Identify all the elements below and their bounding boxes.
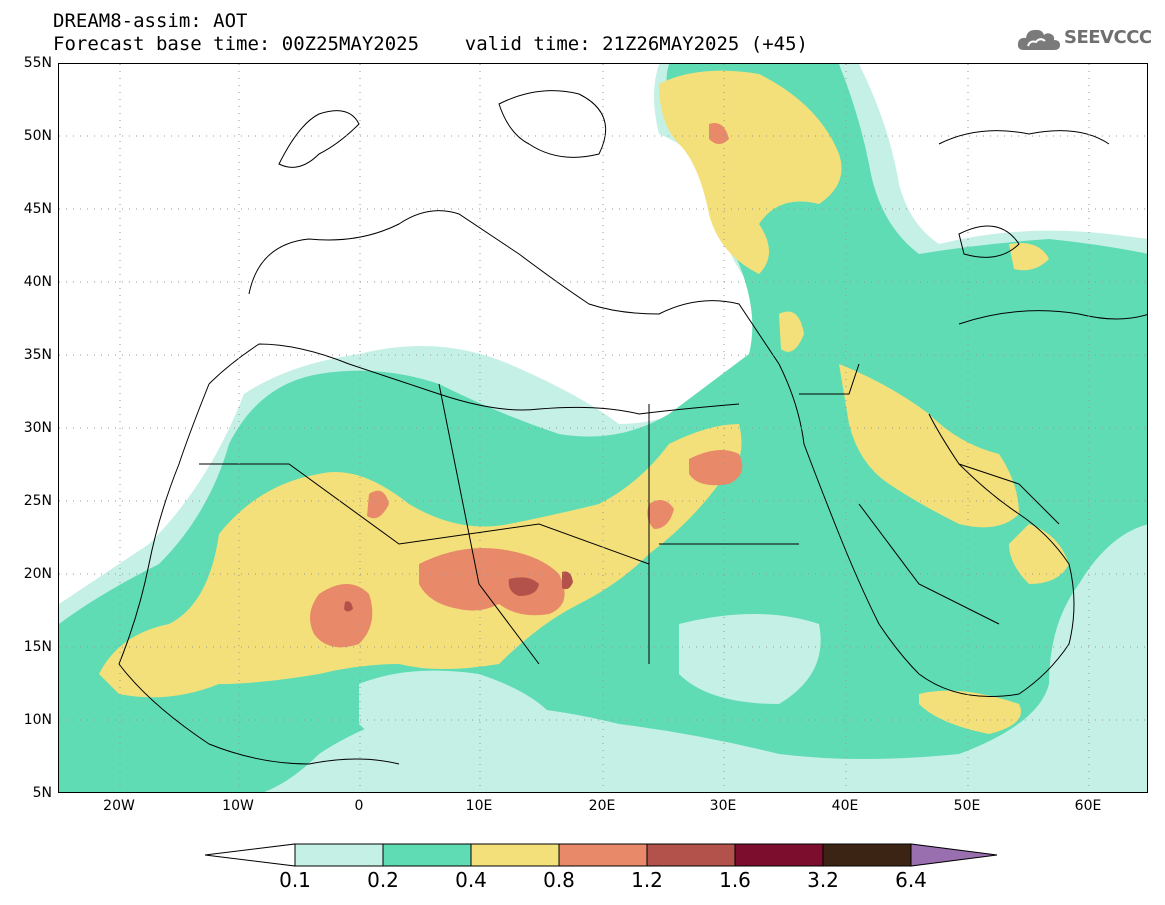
colorbar-bin [646, 843, 736, 867]
lat-label: 20N [23, 566, 52, 582]
colorbar-label: 0.8 [543, 868, 575, 892]
colorbar-label: 0.4 [455, 868, 487, 892]
lon-label: 10E [465, 798, 493, 814]
coastlines [118, 90, 1147, 765]
aot-map-canvas [59, 64, 1147, 792]
aot-level-1.2 [508, 577, 539, 596]
lat-label: 40N [23, 274, 52, 290]
lon-label: 20E [588, 798, 616, 814]
colorbar [205, 843, 998, 867]
colorbar-label: 1.6 [719, 868, 751, 892]
colorbar-bin [294, 843, 384, 867]
lon-label: 30E [709, 798, 737, 814]
lat-label: 35N [23, 347, 52, 363]
seevccc-logo: SEEVCCC [1016, 22, 1156, 58]
lat-label: 55N [23, 55, 52, 71]
gridlines [59, 64, 1147, 792]
lat-label: 50N [23, 128, 52, 144]
lon-label: 60E [1074, 798, 1102, 814]
lon-label: 20W [103, 798, 135, 814]
colorbar-bin [734, 843, 824, 867]
lon-label: 40E [831, 798, 859, 814]
lat-label: 5N [32, 785, 52, 801]
forecast-time-subtitle: Forecast base time: 00Z25MAY2025 valid t… [53, 33, 808, 55]
map-title: DREAM8-assim: AOT [53, 10, 248, 32]
logo-text: SEEVCCC [1064, 27, 1152, 48]
colorbar-label: 6.4 [895, 868, 927, 892]
lat-label: 30N [23, 420, 52, 436]
colorbar-bin [558, 843, 648, 867]
lat-label: 15N [23, 639, 52, 655]
colorbar-label: 1.2 [631, 868, 663, 892]
aot-level-0.8 [310, 584, 373, 648]
colorbar-bin [822, 843, 912, 867]
colorbar-over-arrow [910, 843, 998, 867]
colorbar-bin [382, 843, 472, 867]
colorbar-label: 3.2 [807, 868, 839, 892]
lat-label: 45N [23, 201, 52, 217]
lon-label: 0 [354, 798, 364, 814]
lat-label: 25N [23, 493, 52, 509]
lon-label: 10W [222, 798, 254, 814]
colorbar-label: 0.1 [279, 868, 311, 892]
colorbar-under-arrow [205, 843, 296, 867]
lat-label: 10N [23, 712, 52, 728]
cloud-icon [1017, 29, 1060, 50]
colorbar-label: 0.2 [367, 868, 399, 892]
aot-level-0.4 [99, 424, 742, 698]
lon-label: 50E [953, 798, 981, 814]
aot-map [58, 63, 1148, 793]
colorbar-bin [470, 843, 560, 867]
